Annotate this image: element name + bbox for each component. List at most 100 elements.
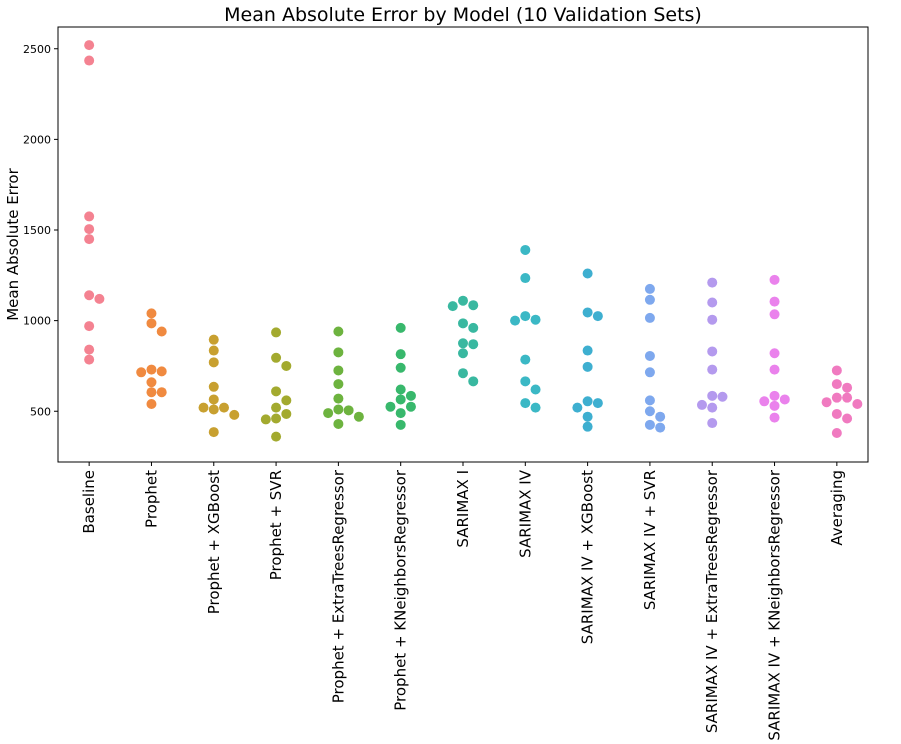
data-point <box>146 308 157 319</box>
data-point <box>343 405 354 416</box>
data-point <box>530 384 541 395</box>
data-point <box>146 377 157 388</box>
y-tick-label: 1500 <box>23 224 51 237</box>
data-point <box>831 428 842 438</box>
y-tick-label: 2500 <box>23 43 51 56</box>
data-point <box>582 411 593 422</box>
x-tick-label: Prophet <box>142 470 160 528</box>
x-tick-label: SARIMAX IV + ExtraTreesRegressor <box>703 469 721 733</box>
data-point <box>458 338 468 349</box>
data-point <box>271 352 282 363</box>
x-tick-label: SARIMAX IV <box>516 469 534 558</box>
data-point <box>644 419 655 430</box>
data-point <box>468 376 479 387</box>
data-point <box>769 296 780 307</box>
data-point <box>821 397 832 408</box>
x-axis: Baseline Prophet Prophet + XGBoost Prophet … <box>80 462 846 741</box>
data-point <box>395 362 406 373</box>
data-point <box>717 391 728 402</box>
y-tick-label: 1000 <box>23 315 51 328</box>
data-point <box>333 326 344 337</box>
data-point <box>84 40 95 51</box>
data-point <box>769 309 780 320</box>
data-point <box>696 399 707 410</box>
data-point <box>707 402 718 413</box>
data-point <box>468 322 479 333</box>
data-point <box>405 390 416 401</box>
data-point <box>333 365 344 376</box>
x-tick-label: SARIMAX IV + XGBoost <box>579 470 597 644</box>
data-point <box>831 365 842 376</box>
data-point <box>208 381 219 392</box>
plot-frame <box>57 26 869 463</box>
x-tick-label: Prophet + ExtraTreesRegressor <box>329 469 347 703</box>
data-point <box>842 413 853 424</box>
data-point <box>84 354 95 365</box>
data-point <box>84 224 95 235</box>
data-point <box>520 244 531 255</box>
data-point <box>146 387 157 398</box>
data-point <box>707 364 718 375</box>
data-point <box>468 300 479 311</box>
data-point <box>458 348 468 359</box>
data-point <box>582 421 593 432</box>
x-tick-label: Baseline <box>80 470 98 534</box>
data-point <box>582 268 593 279</box>
data-point <box>333 379 344 390</box>
data-point <box>395 322 406 333</box>
data-point <box>842 392 853 403</box>
data-point <box>769 274 780 285</box>
data-point <box>146 318 157 329</box>
data-point <box>831 408 842 419</box>
x-tick-label: Prophet + SVR <box>267 470 285 580</box>
data-point <box>769 348 780 359</box>
data-point <box>271 402 282 413</box>
data-point <box>156 387 167 398</box>
data-point <box>520 273 531 284</box>
data-point <box>707 314 718 325</box>
data-point <box>707 346 718 357</box>
data-point <box>208 404 219 415</box>
data-point <box>208 334 219 345</box>
data-point <box>644 312 655 323</box>
y-axis-label: Mean Absolute Error <box>4 167 22 320</box>
data-point <box>353 411 364 422</box>
data-point <box>84 290 95 301</box>
data-point <box>769 412 780 423</box>
data-point <box>707 390 718 401</box>
data-point <box>592 398 603 409</box>
data-point <box>323 408 334 419</box>
data-point <box>520 354 531 365</box>
data-point <box>572 402 583 413</box>
data-point <box>281 395 292 406</box>
data-point <box>146 364 157 375</box>
data-point <box>520 398 531 409</box>
data-point <box>655 422 666 433</box>
data-point <box>395 408 406 419</box>
points-layer <box>84 40 863 442</box>
x-tick-label: Prophet + KNeighborsRegressor <box>392 469 410 711</box>
data-point <box>219 402 230 413</box>
data-point <box>208 357 219 368</box>
data-point <box>458 368 468 379</box>
data-point <box>644 395 655 406</box>
data-point <box>510 315 521 326</box>
data-point <box>84 344 95 355</box>
data-point <box>208 345 219 356</box>
data-point <box>644 350 655 361</box>
data-point <box>530 402 541 413</box>
data-point <box>769 400 780 411</box>
data-point <box>831 392 842 403</box>
data-point <box>458 295 468 306</box>
data-point <box>146 399 157 409</box>
data-point <box>333 347 344 358</box>
data-point <box>759 396 770 407</box>
data-point <box>655 411 666 422</box>
chart-title: Mean Absolute Error by Model (10 Validat… <box>224 4 702 26</box>
data-point <box>198 402 209 413</box>
data-point <box>779 394 790 405</box>
data-point <box>769 390 780 401</box>
data-point <box>84 234 95 245</box>
data-point <box>271 327 282 338</box>
data-point <box>208 394 219 405</box>
